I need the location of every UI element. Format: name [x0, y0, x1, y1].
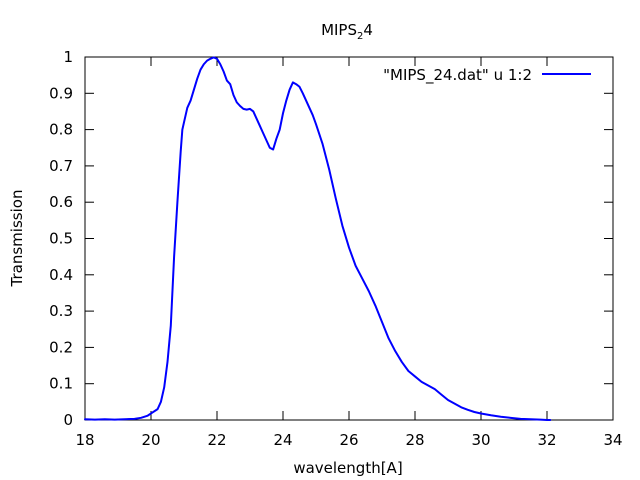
- x-tick-labels: 18 20 22 24 26 28 30 32 34: [75, 431, 622, 449]
- series-line: [84, 56, 552, 421]
- chart-title-suffix: 4: [363, 21, 373, 39]
- x-tick-label: 32: [537, 431, 556, 449]
- legend-label: "MIPS_24.dat" u 1:2: [383, 66, 532, 85]
- y-tick-label: 0.2: [49, 338, 73, 356]
- y-tick-label: 0.9: [49, 84, 73, 102]
- chart-title-text: MIPS24: [321, 21, 373, 42]
- y-tick-label: 0.1: [49, 375, 73, 393]
- y-tick-label: 1: [63, 48, 73, 66]
- y-tick-label: 0.3: [49, 302, 73, 320]
- chart-title-subscript: 2: [357, 31, 363, 42]
- x-tick-label: 30: [471, 431, 490, 449]
- y-tick-label: 0.4: [49, 266, 73, 284]
- y-tick-label: 0.7: [49, 157, 73, 175]
- x-tick-label: 26: [339, 431, 358, 449]
- chart-title-main: MIPS: [321, 21, 357, 39]
- x-axis-label: wavelength[A]: [293, 459, 402, 477]
- y-axis-label: Transmission: [8, 190, 26, 288]
- legend: "MIPS_24.dat" u 1:2: [383, 66, 591, 85]
- y-tick-labels: 0 0.1 0.2 0.3 0.4 0.5 0.6 0.7 0.8 0.9 1: [49, 48, 73, 429]
- y-tick-label: 0.5: [49, 230, 73, 248]
- x-tick-label: 20: [141, 431, 160, 449]
- x-tick-label: 18: [75, 431, 94, 449]
- x-tick-label: 34: [603, 431, 622, 449]
- y-tick-label: 0.8: [49, 121, 73, 139]
- plot-frame: [84, 56, 614, 421]
- chart-title: MIPS24: [321, 21, 373, 42]
- x-tick-label: 22: [207, 431, 226, 449]
- y-tick-label: 0.6: [49, 193, 73, 211]
- x-tick-label: 28: [405, 431, 424, 449]
- x-tick-label: 24: [273, 431, 292, 449]
- y-tick-label: 0: [63, 411, 73, 429]
